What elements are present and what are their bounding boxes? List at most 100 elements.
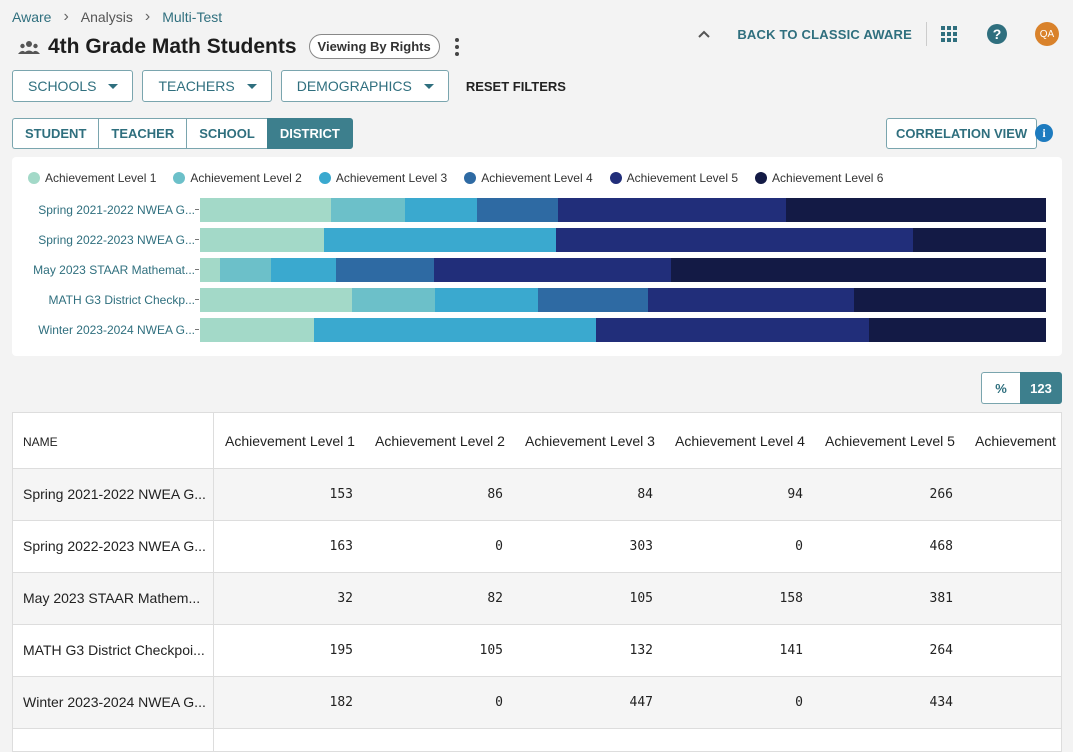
table-row[interactable]: MATH G3 District Checkpoi... 195 105 132 141… — [13, 625, 1061, 677]
name-column-header[interactable]: NAME — [23, 435, 58, 449]
help-icon[interactable]: ? — [987, 24, 1007, 44]
bar-segment[interactable] — [314, 318, 596, 342]
bar-segment[interactable] — [200, 318, 315, 342]
bar-segment[interactable] — [405, 198, 478, 222]
collapse-header-icon[interactable] — [697, 27, 711, 41]
legend-item[interactable]: Achievement Level 2 — [173, 171, 302, 185]
demographics-filter-label: DEMOGRAPHICS — [296, 78, 412, 94]
chevron-right-icon: › — [63, 8, 69, 25]
bar-segment[interactable] — [219, 258, 271, 282]
column-header[interactable]: Achievement Level 1 — [225, 433, 355, 449]
bar-segment[interactable] — [913, 228, 1046, 252]
table-cell: 86 — [487, 487, 503, 502]
correlation-view-button[interactable]: CORRELATION VIEW — [886, 118, 1038, 149]
legend-item[interactable]: Achievement Level 3 — [318, 171, 448, 185]
bar-segment[interactable] — [352, 288, 435, 312]
bar-segment[interactable] — [336, 258, 435, 282]
legend-swatch — [318, 172, 331, 184]
category-tick-label: Spring 2022-2023 NWEA G... — [38, 233, 195, 247]
table-cell: 82 — [487, 591, 503, 606]
legend-item[interactable]: Achievement Level 6 — [755, 171, 883, 185]
demographics-filter-button[interactable]: DEMOGRAPHICS — [280, 70, 449, 102]
tab-student[interactable]: STUDENT — [12, 118, 99, 149]
table-cell: 132 — [629, 643, 653, 658]
stacked-bar[interactable] — [200, 198, 1046, 222]
column-header[interactable]: Achievement Level 4 — [675, 433, 805, 449]
bar-segment[interactable] — [537, 288, 648, 312]
stacked-bar[interactable] — [200, 228, 1046, 252]
viewing-by-rights-chip[interactable]: Viewing By Rights — [308, 34, 440, 59]
table-cell: 105 — [629, 591, 653, 606]
legend-item[interactable]: Achievement Level 4 — [464, 171, 593, 185]
bar-segment[interactable] — [200, 258, 220, 282]
table-row[interactable]: May 2023 STAAR Mathem... 32 82 105 158 381 — [13, 573, 1061, 625]
bar-segment[interactable] — [200, 288, 353, 312]
bar-segment[interactable] — [868, 318, 1046, 342]
bar-segment[interactable] — [854, 288, 1046, 312]
percent-toggle[interactable]: % — [981, 372, 1020, 404]
tab-school[interactable]: SCHOOL — [186, 118, 267, 149]
breadcrumb-aware[interactable]: Aware — [12, 9, 52, 25]
axis-tick — [195, 269, 199, 270]
table-row[interactable]: Spring 2022-2023 NWEA G... 163 0 303 0 468 — [13, 521, 1061, 573]
table-cell: 0 — [495, 539, 503, 554]
table-cell: 84 — [637, 487, 653, 502]
stacked-bar[interactable] — [200, 318, 1046, 342]
more-options-icon[interactable] — [452, 37, 462, 56]
column-header[interactable]: Achievement Level 2 — [375, 433, 505, 449]
table-cell: 381 — [929, 591, 953, 606]
table-header: NAME Achievement Level 1 Achievement Leve… — [13, 413, 1061, 469]
info-icon[interactable]: i — [1035, 124, 1053, 142]
column-header[interactable]: Achievement Level 5 — [825, 433, 955, 449]
legend-label: Achievement Level 2 — [190, 171, 302, 185]
bar-segment[interactable] — [595, 318, 869, 342]
row-name: Spring 2021-2022 NWEA G... — [23, 486, 206, 502]
bar-segment[interactable] — [557, 198, 786, 222]
bar-segment[interactable] — [785, 198, 1046, 222]
column-header[interactable]: Achievement Level 6 — [975, 433, 1061, 449]
table-row[interactable]: Spring 2021-2022 NWEA G... 153 86 84 94 266 — [13, 469, 1061, 521]
apps-grid-icon[interactable] — [941, 26, 957, 42]
legend-swatch — [755, 172, 768, 184]
legend-label: Achievement Level 3 — [335, 171, 448, 185]
avatar[interactable]: QA — [1035, 22, 1059, 46]
stacked-bar[interactable] — [200, 258, 1046, 282]
tab-teacher[interactable]: TEACHER — [98, 118, 187, 149]
legend-item[interactable]: Achievement Level 1 — [28, 171, 156, 185]
bar-segment[interactable] — [324, 228, 556, 252]
table-cell: 0 — [795, 695, 803, 710]
bar-segment[interactable] — [434, 258, 672, 282]
teachers-filter-button[interactable]: TEACHERS — [142, 70, 272, 102]
caret-down-icon — [108, 83, 119, 89]
breadcrumb-multi-test[interactable]: Multi-Test — [162, 9, 223, 25]
filter-bar: SCHOOLS TEACHERS DEMOGRAPHICS RESET FILT… — [12, 70, 566, 102]
bar-segment[interactable] — [270, 258, 337, 282]
table-cell: 0 — [795, 539, 803, 554]
bar-segment[interactable] — [671, 258, 1046, 282]
tab-district[interactable]: DISTRICT — [266, 118, 353, 149]
bar-segment[interactable] — [331, 198, 406, 222]
breadcrumb-analysis[interactable]: Analysis — [80, 9, 133, 25]
category-tick-label: MATH G3 District Checkp... — [48, 293, 195, 307]
schools-filter-button[interactable]: SCHOOLS — [12, 70, 134, 102]
table-cell: 153 — [329, 487, 353, 502]
bar-segment[interactable] — [200, 228, 325, 252]
column-header[interactable]: Achievement Level 3 — [525, 433, 655, 449]
bar-segment[interactable] — [555, 228, 914, 252]
legend-item[interactable]: Achievement Level 5 — [609, 171, 738, 185]
bar-segment[interactable] — [477, 198, 558, 222]
table-cell: 182 — [329, 695, 353, 710]
stacked-bar[interactable] — [200, 288, 1046, 312]
reset-filters-button[interactable]: RESET FILTERS — [465, 78, 566, 94]
bar-segment[interactable] — [647, 288, 855, 312]
chart-row: Spring 2022-2023 NWEA G... — [12, 228, 1062, 252]
table-cell: 163 — [329, 539, 353, 554]
count-toggle[interactable]: 123 — [1020, 372, 1062, 404]
bar-segment[interactable] — [434, 288, 538, 312]
table-cell: 158 — [779, 591, 803, 606]
bar-segment[interactable] — [200, 198, 332, 222]
table-row[interactable]: Winter 2023-2024 NWEA G... 182 0 447 0 434 — [13, 677, 1061, 729]
row-name: Spring 2022-2023 NWEA G... — [23, 538, 206, 554]
category-tick-label: Winter 2023-2024 NWEA G... — [38, 323, 195, 337]
back-to-classic-link[interactable]: BACK TO CLASSIC AWARE — [737, 26, 912, 42]
